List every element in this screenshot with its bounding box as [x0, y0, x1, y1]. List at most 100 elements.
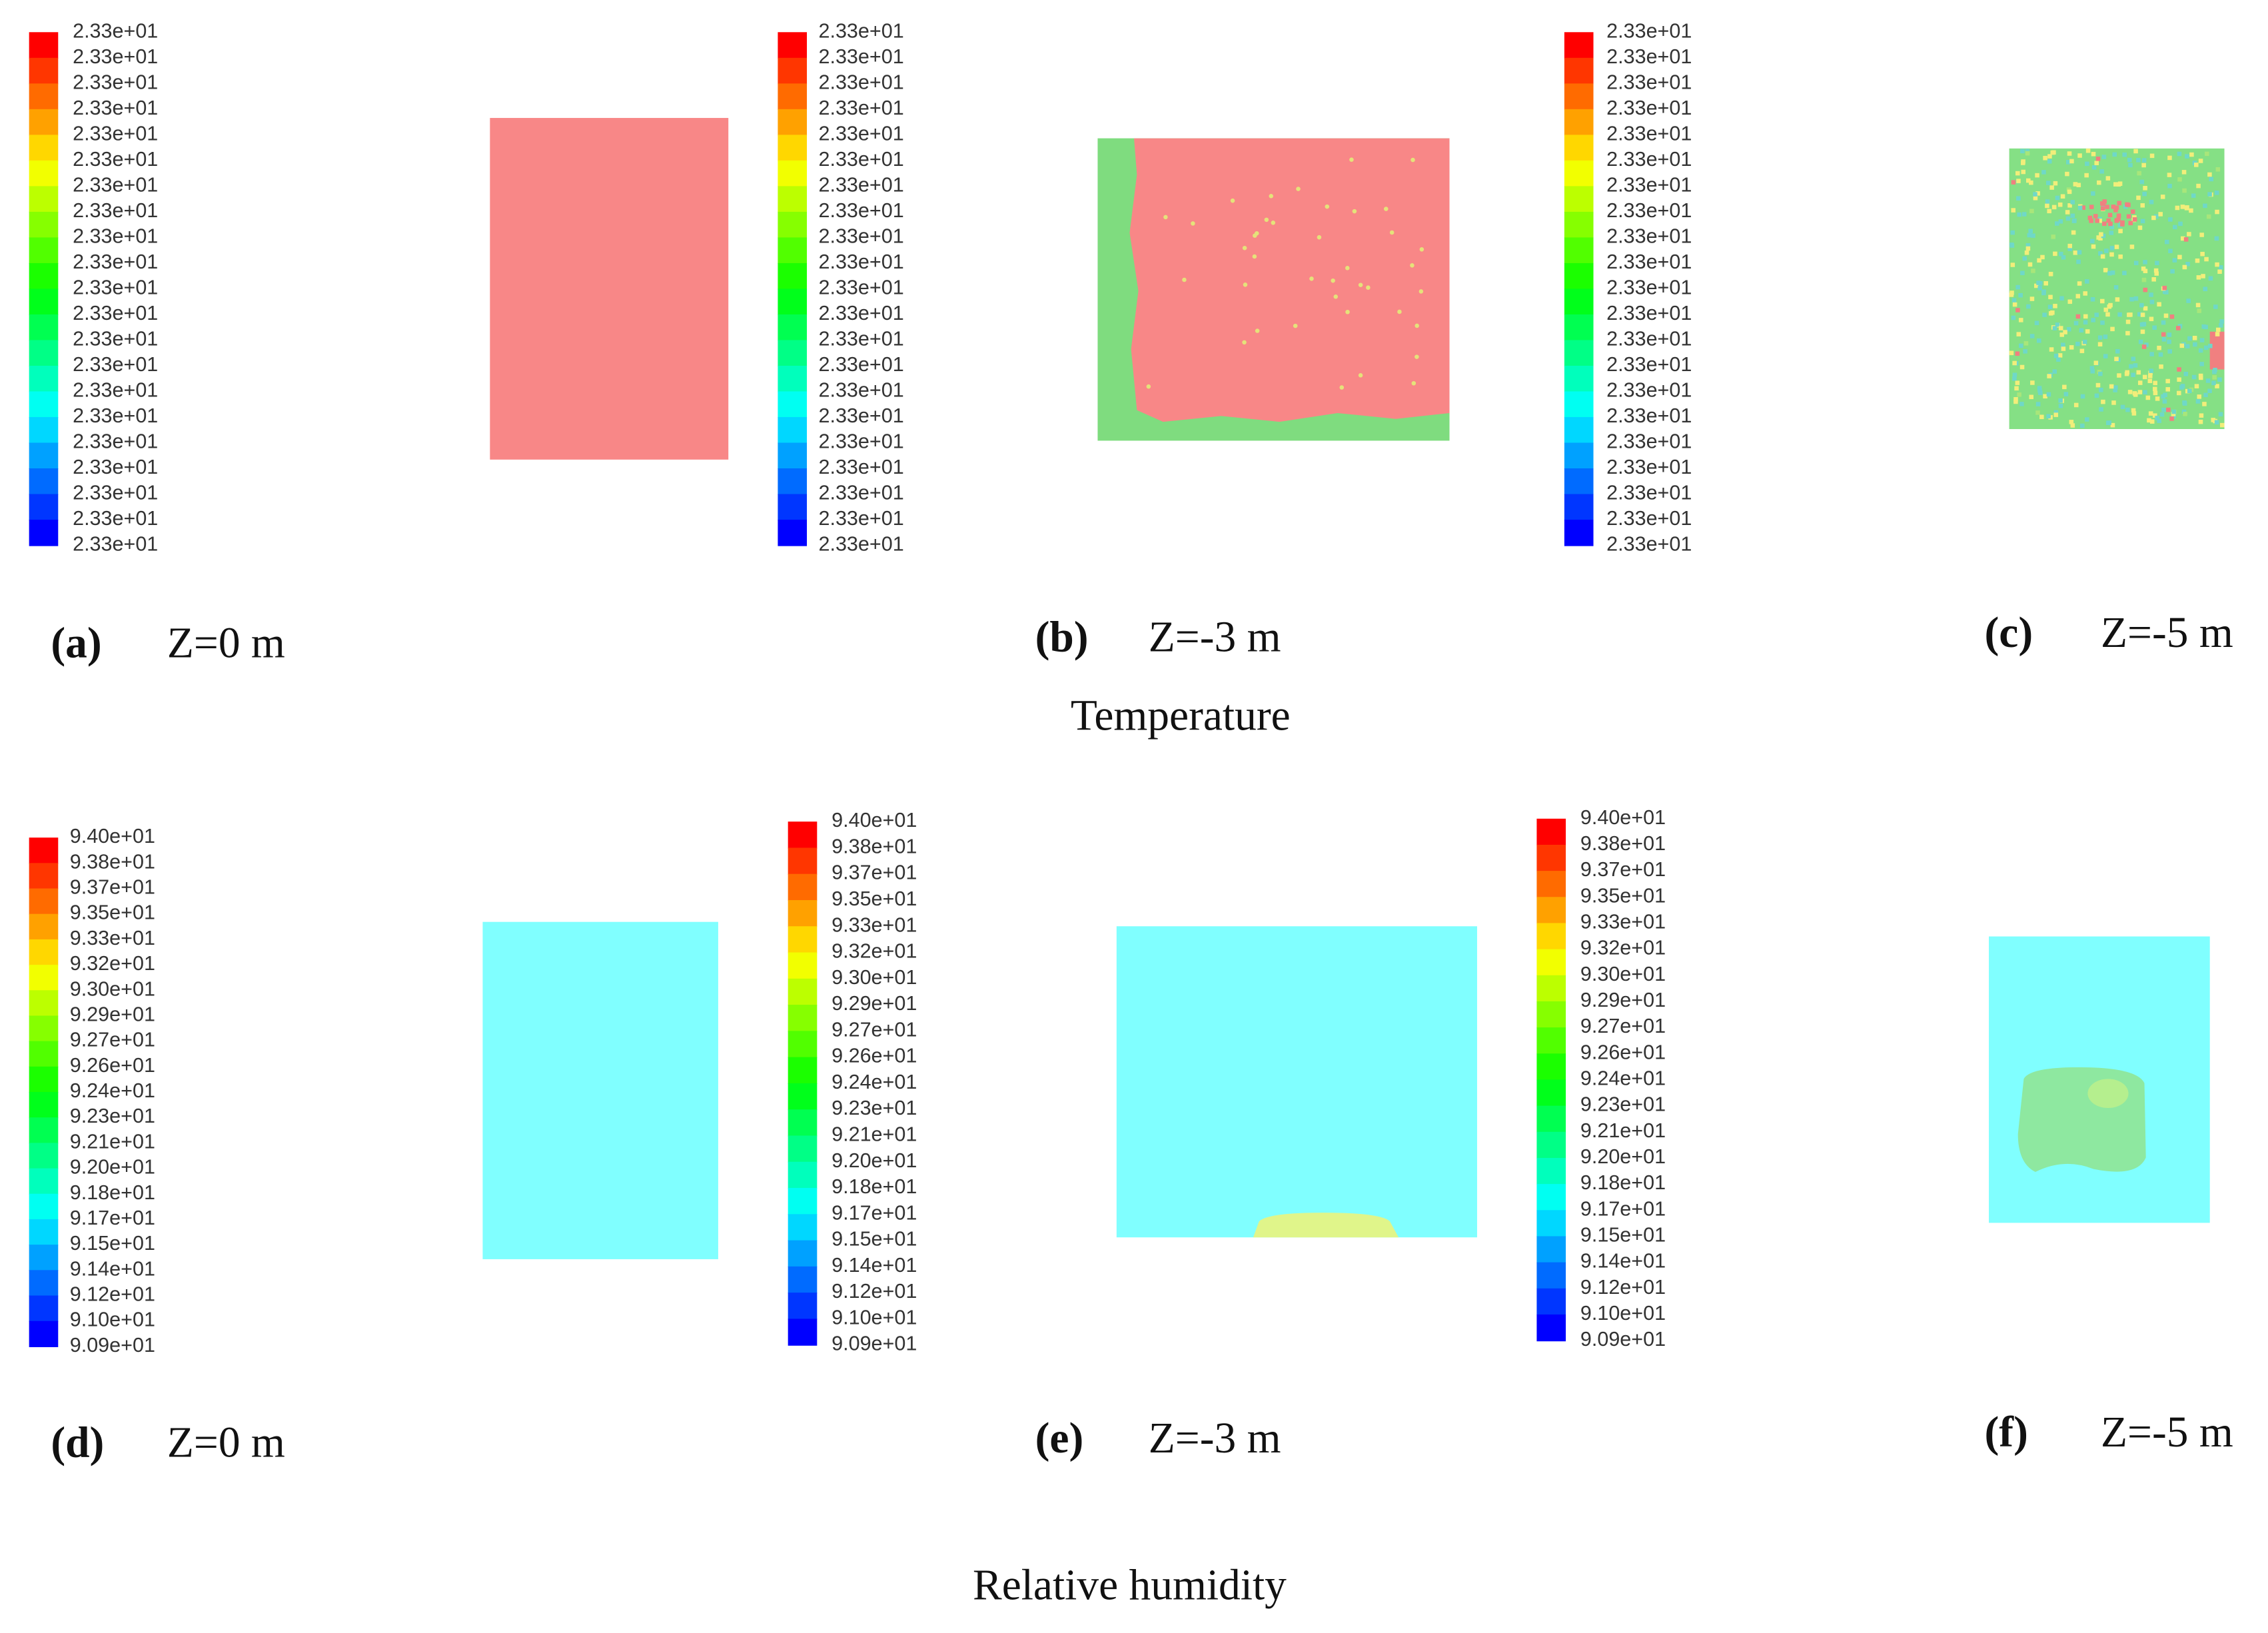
legend-label: 2.33e+01 — [73, 276, 158, 298]
speckle — [2167, 155, 2172, 161]
speckle — [2063, 330, 2067, 334]
speckle — [2109, 231, 2114, 235]
speckle — [2103, 334, 2108, 339]
speckle — [2203, 286, 2208, 292]
speckle — [2187, 388, 2192, 394]
speckle — [1389, 230, 1395, 235]
speckle — [2015, 351, 2020, 356]
colorbar-segment — [778, 160, 808, 187]
legend-label: 9.37e+01 — [832, 861, 917, 884]
colorbar-segment — [1564, 494, 1594, 521]
speckle — [2133, 149, 2138, 154]
legend-label: 9.12e+01 — [1580, 1276, 1666, 1299]
speckle — [2053, 410, 2059, 415]
legend-label: 2.33e+01 — [73, 328, 158, 350]
speckle — [2063, 392, 2069, 396]
speckle — [2183, 411, 2187, 416]
speckle — [2171, 409, 2177, 414]
section-title: Relative humidity — [973, 1561, 1287, 1609]
speckle — [2153, 380, 2157, 386]
colorbar-segment — [788, 1031, 818, 1058]
speckle — [2013, 397, 2018, 402]
legend-label: 9.18e+01 — [832, 1175, 917, 1198]
speckle — [2165, 378, 2170, 384]
colorbar-segment — [788, 1161, 818, 1189]
speckle — [2191, 193, 2196, 198]
speckle — [2027, 262, 2033, 267]
speckle — [2204, 257, 2209, 262]
panel-label: (e) — [1035, 1414, 1084, 1462]
colorbar-segment — [29, 863, 59, 889]
speckle — [2177, 255, 2182, 260]
speckle — [2143, 269, 2148, 274]
legend-label: 2.33e+01 — [73, 45, 158, 68]
speckle — [2093, 360, 2099, 365]
legend-label: 9.17e+01 — [1580, 1197, 1666, 1220]
speckle — [2177, 390, 2181, 396]
colorbar-segment — [1564, 365, 1594, 392]
speckle — [2159, 412, 2165, 417]
speckle — [2062, 384, 2067, 390]
legend-label: 2.33e+01 — [818, 251, 903, 273]
speckle — [2176, 326, 2181, 330]
speckle — [2085, 329, 2090, 334]
speckle — [2203, 324, 2208, 330]
speckle — [2045, 203, 2049, 209]
speckle — [2183, 237, 2189, 242]
legend-label: 2.33e+01 — [1606, 482, 1692, 504]
speckle — [2097, 219, 2102, 223]
colorbar-segment — [788, 1240, 818, 1267]
speckle — [2049, 185, 2054, 190]
speckle — [2137, 380, 2143, 385]
legend-label: 9.32e+01 — [70, 952, 155, 975]
speckle — [2009, 243, 2014, 247]
speckle — [2203, 392, 2208, 398]
speckle — [2180, 236, 2185, 241]
speckle — [2153, 413, 2157, 418]
speckle — [2071, 230, 2076, 235]
legend-label: 2.33e+01 — [1606, 71, 1692, 93]
speckle — [2069, 345, 2074, 350]
speckle — [2148, 411, 2153, 416]
speckle — [2207, 343, 2213, 348]
colorbar-segment — [29, 1219, 59, 1246]
speckle — [2075, 294, 2081, 298]
speckle — [1411, 380, 1417, 386]
speckle — [2048, 272, 2053, 276]
speckle — [2162, 399, 2167, 404]
speckle — [2161, 320, 2166, 325]
speckle — [2033, 192, 2037, 197]
speckle — [2177, 151, 2182, 157]
speckle — [2141, 322, 2147, 326]
colorbar-segment — [29, 442, 59, 470]
colorbar-segment — [1536, 1131, 1566, 1159]
speckle — [2095, 157, 2101, 161]
speckle — [2182, 400, 2187, 405]
colorbar-segment — [778, 416, 808, 444]
speckle — [2043, 280, 2048, 286]
speckle — [2097, 342, 2103, 346]
colorbar-segment — [29, 1091, 59, 1119]
speckle — [2144, 342, 2149, 347]
speckle — [2100, 254, 2105, 259]
colorbar-segment — [778, 109, 808, 136]
speckle — [2037, 386, 2042, 390]
colorbar-segment — [1564, 314, 1594, 341]
legend-label: 2.33e+01 — [818, 276, 903, 298]
speckle — [2010, 263, 2015, 267]
speckle — [2140, 203, 2145, 208]
legend-label: 9.12e+01 — [832, 1280, 917, 1303]
speckle — [2219, 422, 2225, 428]
speckle — [2018, 343, 2023, 348]
speckle — [2043, 155, 2047, 161]
speckle — [2143, 287, 2148, 292]
colorbar-segment — [788, 873, 818, 901]
speckle — [2034, 283, 2039, 288]
speckle — [2170, 269, 2175, 274]
speckle — [2067, 151, 2072, 156]
speckle — [2141, 277, 2147, 282]
speckle — [2191, 374, 2197, 380]
legend-label: 2.33e+01 — [73, 404, 158, 427]
speckle — [1309, 276, 1314, 281]
legend-label: 2.33e+01 — [1606, 379, 1692, 402]
